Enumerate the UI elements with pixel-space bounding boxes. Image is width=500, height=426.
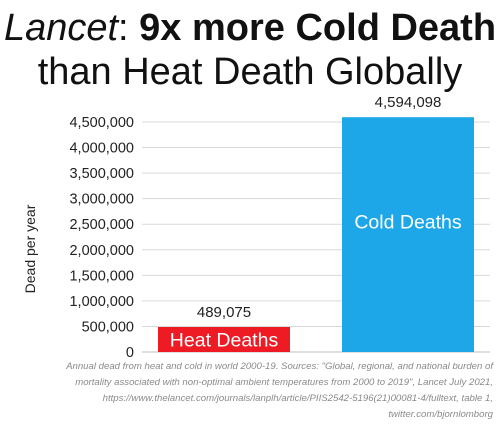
bar-heat-deaths — [158, 327, 290, 352]
chart-title-line-2: than Heat Death Globally — [37, 51, 463, 93]
data-label: 4,594,098 — [375, 94, 442, 111]
category-label: Cold Deaths — [354, 212, 462, 234]
y-tick-label: 2,000,000 — [69, 243, 134, 259]
y-tick-label: 1,500,000 — [69, 268, 134, 284]
y-tick-label: 4,500,000 — [69, 115, 134, 131]
caption-line-3: https://www.thelancet.com/journals/lanpl… — [102, 393, 493, 404]
y-tick-label: 2,500,000 — [69, 217, 134, 233]
y-tick-label: 3,500,000 — [69, 166, 134, 182]
bar-cold-deaths — [342, 117, 474, 352]
caption-line-4: twitter.com/bjornlomborg — [388, 409, 493, 420]
title-source: Lancet — [3, 7, 119, 49]
title-colon: : — [118, 7, 140, 49]
caption-line-2: mortality associated with non-optimal am… — [75, 377, 493, 388]
y-tick-label: 500,000 — [82, 319, 134, 335]
source-caption: Annual dead from heat and cold in world … — [0, 359, 493, 423]
bar-layer — [158, 117, 474, 352]
y-tick-label: 4,000,000 — [69, 141, 134, 157]
chart-title-line-1: Lancet: 9x more Cold Death — [0, 6, 500, 50]
data-label: 489,075 — [197, 304, 251, 321]
y-axis-label: Dead per year — [22, 204, 38, 293]
title-claim: 9x more Cold Death — [139, 7, 497, 49]
y-tick-label: 0 — [126, 345, 134, 361]
y-tick-label: 3,000,000 — [69, 192, 134, 208]
category-label: Heat Deaths — [170, 330, 279, 352]
caption-line-1: Annual dead from heat and cold in world … — [66, 361, 493, 372]
y-tick-label: 1,000,000 — [69, 294, 134, 310]
label-layer: 0 500,000 1,000,000 1,500,000 2,000,000 2,500… — [22, 94, 462, 361]
